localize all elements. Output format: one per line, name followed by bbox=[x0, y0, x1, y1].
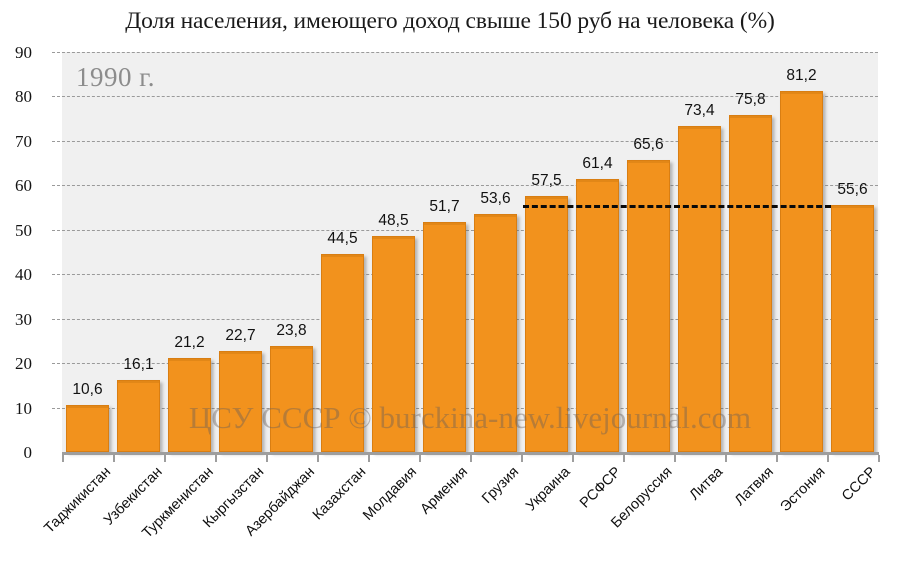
bar[interactable] bbox=[524, 196, 569, 452]
bar[interactable] bbox=[473, 213, 518, 452]
x-axis-tick bbox=[878, 455, 880, 462]
bar[interactable] bbox=[575, 179, 620, 452]
x-axis-tick bbox=[419, 455, 421, 462]
x-axis-tick bbox=[674, 455, 676, 462]
x-axis-tick bbox=[572, 455, 574, 462]
bar[interactable] bbox=[320, 254, 365, 452]
bar-value-label: 23,8 bbox=[276, 322, 307, 340]
chart-title: Доля населения, имеющего доход свыше 150… bbox=[125, 8, 775, 34]
x-axis-category-label: Латвия bbox=[731, 464, 777, 509]
x-axis-category-label: СССР bbox=[838, 464, 880, 505]
x-axis-category-label: Армения bbox=[417, 464, 471, 518]
x-axis-tick bbox=[164, 455, 166, 462]
x-axis-tick bbox=[266, 455, 268, 462]
x-axis-category-label: Молдавия bbox=[359, 464, 420, 524]
bar-value-label: 73,4 bbox=[684, 101, 715, 119]
y-axis-tick-label: 10 bbox=[15, 398, 32, 418]
y-axis-tick-label: 60 bbox=[15, 176, 32, 196]
x-axis-category-label: Таджикистан bbox=[41, 464, 114, 537]
x-axis-tick bbox=[113, 455, 115, 462]
x-axis-tick bbox=[776, 455, 778, 462]
x-axis-category-label: Украина bbox=[522, 464, 574, 515]
bar[interactable] bbox=[218, 351, 263, 452]
bar-value-label: 81,2 bbox=[786, 67, 817, 85]
plot-area: 0 10 20 30 40 50 60 70 80 90 1990 г. 10,6 16,1 21,2… bbox=[15, 43, 878, 462]
gridline bbox=[52, 140, 878, 142]
x-axis-tick bbox=[470, 455, 472, 462]
bar[interactable] bbox=[167, 357, 212, 452]
x-axis-category-label: РСФСР bbox=[576, 464, 625, 512]
bar-value-label: 48,5 bbox=[378, 212, 409, 230]
bar-value-label: 75,8 bbox=[735, 91, 766, 109]
bar[interactable] bbox=[728, 115, 773, 452]
bar-value-label: 57,5 bbox=[531, 172, 562, 190]
bar-value-label: 10,6 bbox=[72, 380, 103, 398]
y-axis-tick-label: 90 bbox=[15, 43, 32, 62]
gridline bbox=[52, 96, 878, 98]
bar[interactable] bbox=[626, 160, 671, 452]
x-axis-category-label: Казахстан bbox=[309, 464, 370, 524]
x-axis-category-label: Грузия bbox=[478, 464, 522, 507]
bar-value-label: 16,1 bbox=[123, 356, 154, 374]
gridline bbox=[52, 52, 878, 53]
y-axis-tick-label: 50 bbox=[15, 220, 32, 240]
bar-value-label: 53,6 bbox=[480, 189, 511, 207]
x-axis-tick bbox=[62, 455, 64, 462]
x-axis-tick bbox=[368, 455, 370, 462]
bar-value-label: 65,6 bbox=[633, 136, 664, 154]
bar[interactable] bbox=[830, 204, 875, 452]
x-axis-category-label: Эстония bbox=[777, 464, 829, 516]
bar[interactable] bbox=[677, 125, 722, 452]
x-axis-tick bbox=[827, 455, 829, 462]
x-axis-category-label: Литва bbox=[686, 464, 726, 504]
bar[interactable] bbox=[116, 380, 161, 452]
x-axis-tick bbox=[317, 455, 319, 462]
x-axis-tick bbox=[215, 455, 217, 462]
y-axis-tick-label: 80 bbox=[15, 87, 32, 107]
x-axis-tick bbox=[521, 455, 523, 462]
bar[interactable] bbox=[65, 404, 110, 452]
year-annotation: 1990 г. bbox=[76, 62, 156, 92]
y-axis-tick-label: 20 bbox=[15, 354, 32, 374]
y-axis-tick-label: 40 bbox=[15, 265, 32, 285]
bar-value-label: 44,5 bbox=[327, 230, 358, 248]
reference-line-ussr-average bbox=[522, 204, 831, 208]
bar-value-label: 51,7 bbox=[429, 198, 460, 216]
y-axis-tick-label: 70 bbox=[15, 131, 32, 151]
bar-value-label: 21,2 bbox=[174, 333, 205, 351]
bar-value-label: 61,4 bbox=[582, 155, 613, 173]
y-axis-tick-label: 0 bbox=[23, 443, 33, 462]
bar-value-label: 22,7 bbox=[225, 327, 256, 345]
bar-value-label: 55,6 bbox=[837, 180, 868, 198]
x-axis-tick bbox=[725, 455, 727, 462]
y-axis-tick-label: 30 bbox=[15, 309, 32, 329]
x-axis-tick bbox=[623, 455, 625, 462]
bar[interactable] bbox=[422, 222, 467, 452]
x-axis bbox=[62, 452, 880, 462]
bar[interactable] bbox=[779, 91, 824, 452]
gridline bbox=[52, 185, 878, 187]
bar[interactable] bbox=[269, 346, 314, 452]
bar[interactable] bbox=[371, 236, 416, 452]
